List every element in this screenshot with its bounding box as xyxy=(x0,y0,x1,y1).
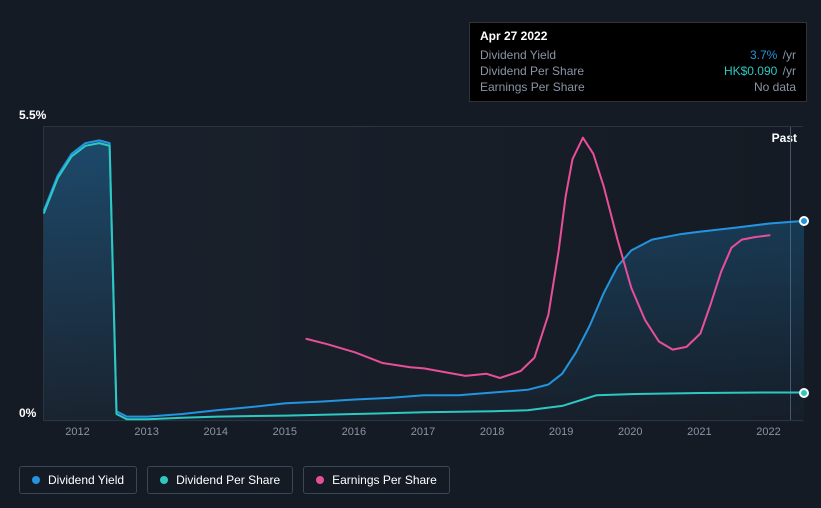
legend-item[interactable]: Dividend Per Share xyxy=(147,466,293,494)
chart-tooltip: Apr 27 2022 Dividend Yield3.7% /yrDivide… xyxy=(469,22,807,102)
legend-item[interactable]: Dividend Yield xyxy=(19,466,137,494)
chart-x-tick: 2012 xyxy=(65,426,89,438)
tooltip-date: Apr 27 2022 xyxy=(480,29,796,43)
chart-series-area-dividend_yield xyxy=(44,140,804,422)
tooltip-row-label: Earnings Per Share xyxy=(480,80,585,94)
tooltip-row-label: Dividend Per Share xyxy=(480,64,584,78)
legend-dot-icon xyxy=(160,476,168,484)
legend-label: Earnings Per Share xyxy=(332,473,437,487)
tooltip-row: Dividend Per Share HK$0.090 /yr xyxy=(480,63,796,79)
tooltip-row-label: Dividend Yield xyxy=(480,48,556,62)
legend-dot-icon xyxy=(32,476,40,484)
chart-legend: Dividend Yield Dividend Per Share Earnings… xyxy=(19,466,450,494)
tooltip-row-value: HK$0.090 /yr xyxy=(724,64,796,78)
chart-x-tick: 2021 xyxy=(687,426,711,438)
chart-x-tick: 2015 xyxy=(273,426,297,438)
chart-x-tick: 2019 xyxy=(549,426,573,438)
dividend-chart: 5.5% 0% Past 2012 2013 2014 2015 2016 2017 2018… xyxy=(19,108,803,438)
legend-label: Dividend Yield xyxy=(48,473,124,487)
chart-svg xyxy=(44,127,804,422)
chart-x-tick: 2022 xyxy=(756,426,780,438)
chart-y-label: 5.5% xyxy=(19,108,46,122)
chart-hover-dot xyxy=(799,216,809,226)
chart-x-tick: 2018 xyxy=(480,426,504,438)
legend-item[interactable]: Earnings Per Share xyxy=(303,466,450,494)
chart-hover-dot xyxy=(799,388,809,398)
chart-plot-area[interactable]: Past xyxy=(43,126,803,421)
chart-x-tick: 2016 xyxy=(342,426,366,438)
legend-label: Dividend Per Share xyxy=(176,473,280,487)
chart-x-tick: 2014 xyxy=(203,426,227,438)
legend-dot-icon xyxy=(316,476,324,484)
chart-y-label: 0% xyxy=(19,406,36,420)
chart-x-tick: 2020 xyxy=(618,426,642,438)
chart-x-axis: 2012 2013 2014 2015 2016 2017 2018 2019 2020 2021… xyxy=(43,426,803,444)
chart-x-tick: 2017 xyxy=(411,426,435,438)
tooltip-row-value: 3.7% /yr xyxy=(750,48,796,62)
chart-x-tick: 2013 xyxy=(134,426,158,438)
tooltip-row-value: No data xyxy=(754,80,796,94)
tooltip-row: Dividend Yield 3.7% /yr xyxy=(480,47,796,63)
tooltip-row: Earnings Per Share No data xyxy=(480,79,796,95)
